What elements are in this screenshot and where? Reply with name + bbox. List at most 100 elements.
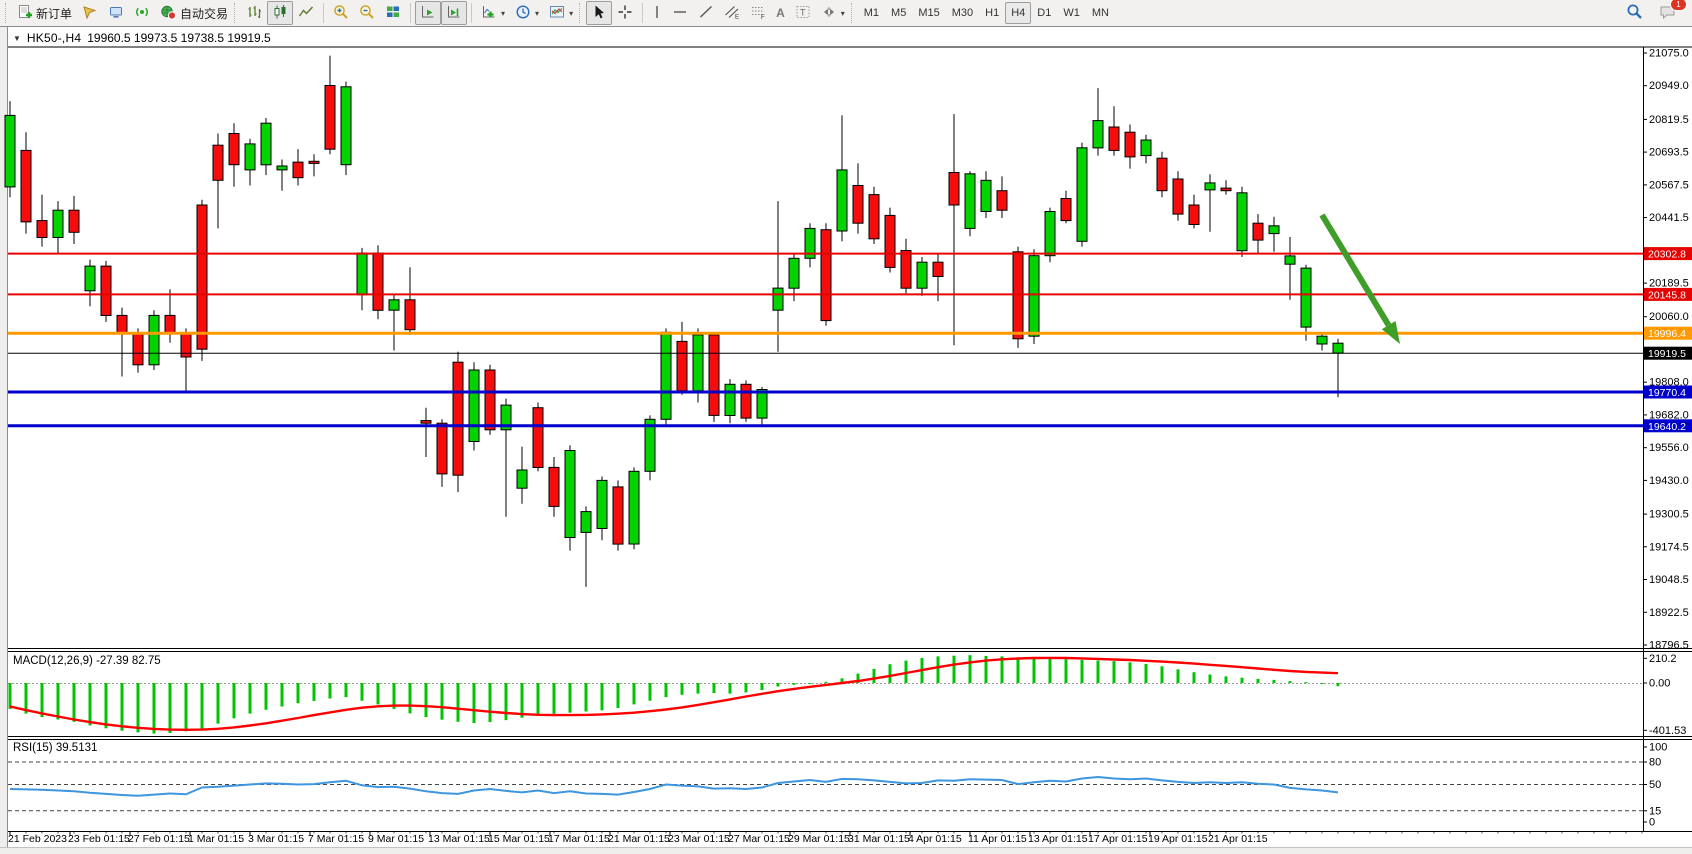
- chart-shift-icon: [446, 4, 462, 23]
- timeframe-button-H1[interactable]: H1: [985, 7, 1000, 19]
- svg-text:20693.5: 20693.5: [1649, 147, 1689, 159]
- signals-button[interactable]: [129, 1, 155, 25]
- chevron-down-icon[interactable]: ▼: [13, 33, 21, 43]
- toolbar-grip: [850, 3, 855, 23]
- auto-trading-button[interactable]: 自动交易: [155, 1, 233, 25]
- macd-histogram-bar: [984, 655, 988, 683]
- terminal-button[interactable]: [103, 1, 129, 25]
- svg-text:20441.5: 20441.5: [1649, 212, 1689, 224]
- macd-histogram-bar: [264, 683, 268, 710]
- macd-histogram-bar: [536, 683, 540, 716]
- timeframe-button-W1[interactable]: W1: [1063, 7, 1080, 19]
- candle-body: [1028, 255, 1040, 337]
- bar-chart-mode-button[interactable]: [241, 1, 267, 25]
- macd-histogram-bar: [296, 683, 300, 704]
- candle-body: [116, 314, 128, 335]
- periods-button[interactable]: ▾: [510, 1, 544, 25]
- new-order-button[interactable]: 新订单: [12, 1, 77, 25]
- left-panel-gutter[interactable]: [0, 27, 8, 854]
- tile-windows-button[interactable]: [380, 1, 406, 25]
- macd-histogram-bar: [1016, 657, 1020, 683]
- chart-shift-button[interactable]: [441, 1, 468, 25]
- candle-body: [1044, 211, 1056, 257]
- chevron-down-icon: ▾: [569, 8, 574, 18]
- macd-histogram-bar: [840, 678, 844, 683]
- timeframe-button-H4[interactable]: H4: [1005, 2, 1032, 24]
- candle-body: [4, 114, 16, 188]
- toolbar-grip: [579, 3, 583, 23]
- search-button[interactable]: [1621, 1, 1648, 25]
- timeframe-button-M5[interactable]: M5: [891, 7, 907, 19]
- macd-histogram-bar: [1336, 683, 1340, 687]
- macd-histogram-bar: [760, 683, 764, 691]
- time-axis-label: 13 Mar 01:15: [428, 833, 490, 845]
- candle-body: [1108, 126, 1120, 151]
- candle-body: [612, 486, 624, 545]
- time-axis-label: 17 Mar 01:15: [548, 833, 610, 845]
- bottom-status-strip: [0, 847, 1692, 854]
- candle-body: [644, 418, 656, 472]
- candlestick-icon: [272, 4, 288, 23]
- candle-body: [516, 469, 528, 489]
- macd-histogram-bar: [712, 683, 716, 693]
- arrows-tool-button[interactable]: ▾: [816, 1, 850, 25]
- timeframe-button-M30[interactable]: M30: [951, 7, 974, 19]
- svg-text:F: F: [761, 15, 765, 20]
- timeframe-button-MN[interactable]: MN: [1091, 7, 1109, 19]
- crosshair-tool-button[interactable]: [612, 1, 638, 25]
- vertical-line-icon: [652, 4, 662, 23]
- templates-button[interactable]: ▾: [544, 1, 578, 25]
- candle-body: [708, 334, 720, 416]
- vertical-line-tool-button[interactable]: [647, 1, 667, 25]
- candle-body: [1316, 335, 1328, 345]
- candle-body: [964, 173, 976, 229]
- candle-body: [36, 220, 48, 239]
- horizontal-line-icon: [672, 4, 688, 23]
- svg-text:19640.2: 19640.2: [1648, 421, 1686, 433]
- chat-button[interactable]: 1: [1654, 0, 1687, 25]
- label-tool-button[interactable]: T: [790, 1, 816, 25]
- svg-text:19996.4: 19996.4: [1648, 328, 1686, 340]
- market-pointer-button[interactable]: [77, 1, 103, 25]
- time-axis-label: 19 Apr 01:15: [1148, 833, 1208, 845]
- macd-histogram-bar: [216, 683, 220, 724]
- zoom-in-button[interactable]: [328, 1, 354, 25]
- auto-scroll-button[interactable]: [415, 1, 442, 25]
- price-tag: [1644, 346, 1692, 360]
- zoom-out-button[interactable]: [354, 1, 380, 25]
- candle-body: [1124, 131, 1136, 158]
- timeframe-button-M15[interactable]: M15: [918, 7, 940, 19]
- annotation-arrow[interactable]: [1319, 213, 1400, 344]
- macd-histogram-bar: [440, 683, 444, 720]
- candlestick-mode-button[interactable]: [267, 1, 294, 25]
- line-chart-mode-button[interactable]: [293, 1, 319, 25]
- text-tool-button[interactable]: A: [771, 1, 790, 25]
- horizontal-line-tool-button[interactable]: [667, 1, 693, 25]
- svg-text:-401.53: -401.53: [1649, 725, 1686, 737]
- trendline-tool-button[interactable]: [693, 1, 719, 25]
- macd-histogram-bar: [1064, 659, 1068, 683]
- zoom-out-icon: [359, 4, 375, 23]
- timeframe-button-D1[interactable]: D1: [1037, 7, 1052, 19]
- macd-histogram-bar: [488, 683, 492, 723]
- channel-tool-button[interactable]: E: [719, 1, 745, 25]
- time-axis-label: 27 Feb 01:15: [128, 833, 190, 845]
- timeframe-button-M1[interactable]: M1: [863, 7, 880, 19]
- tile-windows-icon: [385, 4, 401, 23]
- macd-histogram-bar: [552, 683, 556, 714]
- trendline-icon: [698, 4, 714, 23]
- candle-body: [740, 383, 752, 419]
- candle-body: [132, 333, 144, 366]
- cursor-tool-button[interactable]: [586, 1, 613, 25]
- horizontal-level-lines[interactable]: [8, 252, 1643, 428]
- macd-histogram-bar: [1000, 656, 1004, 683]
- candle-body: [20, 149, 32, 223]
- candle-body: [244, 143, 256, 171]
- candle-body: [228, 133, 240, 166]
- time-axis-label: 21 Mar 01:15: [608, 833, 670, 845]
- indicators-button[interactable]: ▾: [476, 1, 510, 25]
- fibonacci-tool-button[interactable]: F: [745, 1, 771, 25]
- candle-body: [980, 179, 992, 213]
- macd-histogram-bar: [184, 683, 188, 732]
